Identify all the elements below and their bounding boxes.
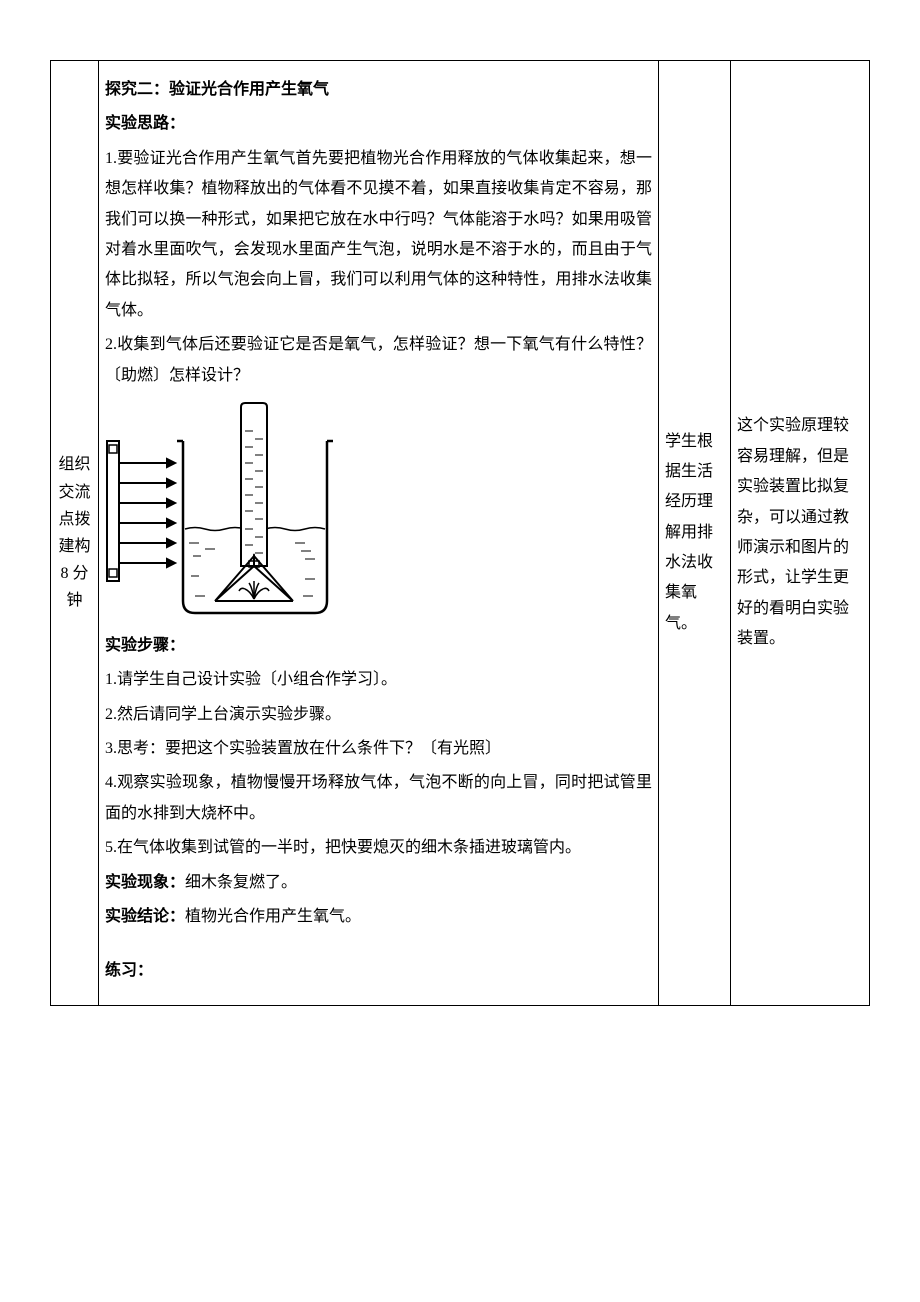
stage-line: 点拨 [57,506,92,533]
result-phenomenon: 实验现象：细木条复燃了。 [105,868,652,898]
student-activity-cell: 学生根据生活经历理解用排水法收集氧气。 [659,61,731,1006]
design-intent-text: 这个实验原理较容易理解，但是实验装置比拟复杂，可以通过教师演示和图片的形式，让学… [737,411,863,654]
content-cell: 探究二：验证光合作用产生氧气 实验思路： 1.要验证光合作用产生氧气首先要把植物… [99,61,659,1006]
stage-line: 组织 [57,451,92,478]
result-conclusion: 实验结论：植物光合作用产生氧气。 [105,902,652,932]
exercise-heading: 练习： [105,956,652,986]
student-activity-text: 学生根据生活经历理解用排水法收集氧气。 [665,427,724,640]
experiment-diagram [105,401,652,621]
step-3: 3.思考：要把这个实验装置放在什么条件下？〔有光照〕 [105,734,652,764]
stage-line: 钟 [57,587,92,614]
step-4: 4.观察实验现象，植物慢慢开场释放气体，气泡不断的向上冒，同时把试管里面的水排到… [105,768,652,829]
lesson-table: 组织 交流 点拨 建构 8 分 钟 探究二：验证光合作用产生氧气 实验思路： 1… [50,60,870,1006]
thought-1: 1.要验证光合作用产生氧气首先要把植物光合作用释放的气体收集起来，想一想怎样收集… [105,144,652,326]
conclusion-label: 实验结论： [105,908,185,925]
stage-line: 8 分 [57,560,92,587]
page: 组织 交流 点拨 建构 8 分 钟 探究二：验证光合作用产生氧气 实验思路： 1… [0,0,920,1086]
conclusion-text: 植物光合作用产生氧气。 [185,908,361,925]
stage-line: 建构 [57,533,92,560]
phenomenon-label: 实验现象： [105,874,185,891]
inquiry-heading: 探究二：验证光合作用产生氧气 [105,75,652,105]
step-5: 5.在气体收集到试管的一半时，把快要熄灭的细木条插进玻璃管内。 [105,833,652,863]
steps-heading: 实验步骤： [105,631,652,661]
step-2: 2.然后请同学上台演示实验步骤。 [105,700,652,730]
design-intent-cell: 这个实验原理较容易理解，但是实验装置比拟复杂，可以通过教师演示和图片的形式，让学… [731,61,870,1006]
thought-heading: 实验思路： [105,109,652,139]
thought-2: 2.收集到气体后还要验证它是否是氧气，怎样验证？想一下氧气有什么特性？〔助燃〕怎… [105,330,652,391]
stage-line: 交流 [57,479,92,506]
step-1: 1.请学生自己设计实验〔小组合作学习〕。 [105,665,652,695]
phenomenon-text: 细木条复燃了。 [185,874,297,891]
stage-cell: 组织 交流 点拨 建构 8 分 钟 [51,61,99,1006]
